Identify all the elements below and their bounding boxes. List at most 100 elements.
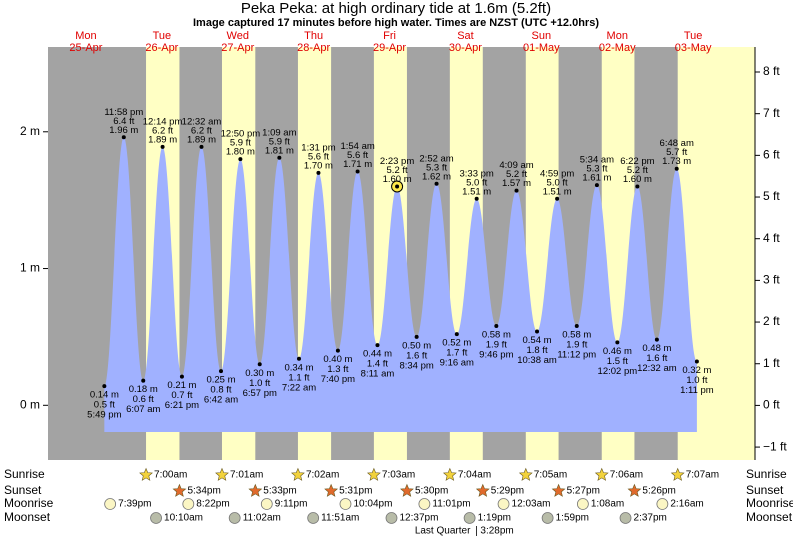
sunset-time: 5:31pm <box>339 486 372 497</box>
tide-label: 0.5 ft <box>94 400 115 411</box>
tide-label: 5:49 pm <box>87 410 121 421</box>
sunrise-time: 7:03am <box>382 470 415 481</box>
sunrise-icon <box>594 467 609 481</box>
tide-point <box>257 362 262 367</box>
moonrise-time: 12:03am <box>512 499 551 510</box>
tide-label: 1.51 m <box>462 186 491 197</box>
day-weekday: Wed <box>227 30 249 42</box>
tide-label: 5.9 ft <box>269 136 290 147</box>
tide-point <box>474 196 479 201</box>
y2-tick-label: 0 ft <box>763 398 780 412</box>
tide-label: 0.58 m <box>562 329 591 340</box>
moonset-time: 10:10am <box>164 513 203 524</box>
tide-label: 6.2 ft <box>152 125 173 136</box>
tide-label: 5.3 ft <box>426 162 447 173</box>
moonset-icon <box>463 512 476 524</box>
tide-label: 5.2 ft <box>387 165 408 176</box>
tide-label: 0.21 m <box>167 380 196 391</box>
tide-point <box>121 135 126 140</box>
y2-tick-label: 3 ft <box>763 273 780 287</box>
y2-tick-label: −1 ft <box>763 439 787 453</box>
tide-label: 1.1 ft <box>288 372 309 383</box>
moonrise-icon <box>104 498 117 510</box>
tide-label: 0.52 m <box>442 338 471 349</box>
tide-label: 0.8 ft <box>210 385 231 396</box>
sunrise-icon <box>291 467 305 481</box>
tide-label: 6:07 am <box>126 404 160 415</box>
tide-label: 1.3 ft <box>327 364 348 375</box>
tide-label: 6.4 ft <box>113 116 134 127</box>
tide-label: 1:54 am <box>340 141 374 152</box>
tide-label: 6:21 pm <box>165 400 199 411</box>
y2-tick-label: 2 ft <box>763 314 780 328</box>
tide-label: 1.0 ft <box>686 375 707 386</box>
sunset-icon <box>248 483 263 497</box>
tide-label: 1.89 m <box>187 134 216 145</box>
moonrise-time: 10:04pm <box>353 499 392 510</box>
tide-point <box>395 184 400 189</box>
tide-label: 1.8 ft <box>526 345 547 356</box>
tide-point <box>514 188 519 193</box>
tide-point <box>199 144 204 149</box>
sunrise-time: 7:02am <box>306 470 339 481</box>
day-weekday: Tue <box>684 30 703 42</box>
row-label-right: Moonrise <box>746 496 793 510</box>
sunrise-time: 7:04am <box>458 470 491 481</box>
tide-label: 12:50 pm <box>221 129 261 140</box>
day-date: 30-Apr <box>449 42 482 54</box>
tide-label: 4:09 am <box>499 160 533 171</box>
sunset-icon <box>400 483 414 497</box>
sunset-time: 5:34pm <box>187 486 220 497</box>
tide-label: 5.0 ft <box>466 177 487 188</box>
row-label-right: Sunrise <box>746 467 787 481</box>
moon-phase-name: Last Quarter <box>415 526 471 537</box>
tide-label: 12:02 pm <box>598 366 638 377</box>
tide-point <box>635 184 640 189</box>
tide-label: 3:33 pm <box>460 168 494 179</box>
tide-label: 0.14 m <box>90 390 119 401</box>
sunrise-time: 7:00am <box>154 470 187 481</box>
tide-point <box>218 369 223 374</box>
tide-point <box>574 323 579 328</box>
tide-label: 1.96 m <box>109 125 138 136</box>
tide-label: 1.73 m <box>662 156 691 167</box>
tide-label: 7:22 am <box>282 382 316 393</box>
tide-point <box>141 378 146 383</box>
tide-point <box>594 183 599 188</box>
moonrise-icon <box>418 498 431 510</box>
tide-point <box>238 157 243 162</box>
tide-point <box>694 359 699 364</box>
sunrise-icon <box>366 467 381 481</box>
sunrise-icon <box>215 467 229 481</box>
tide-point <box>555 196 560 201</box>
y2-tick-label: 5 ft <box>763 189 780 203</box>
tide-label: 5.0 ft <box>547 177 568 188</box>
day-date: 25-Apr <box>69 42 102 54</box>
tide-point <box>375 343 380 348</box>
moonrise-time: 8:22pm <box>196 499 229 510</box>
day-date: 28-Apr <box>297 42 330 54</box>
moonset-icon <box>150 512 162 524</box>
sunset-icon <box>551 483 566 497</box>
sunrise-icon <box>670 467 685 481</box>
sunrise-icon <box>518 467 533 481</box>
tide-label: 9:16 am <box>440 358 474 369</box>
tide-label: 5.2 ft <box>627 165 648 176</box>
sunset-icon <box>475 483 490 497</box>
y2-tick-label: 8 ft <box>763 64 780 78</box>
tide-label: 5.6 ft <box>308 151 329 162</box>
tide-label: 1.6 ft <box>646 353 667 364</box>
tide-point <box>296 356 301 361</box>
sunset-icon <box>627 483 642 497</box>
tide-point <box>494 323 499 328</box>
tide-point <box>414 334 419 339</box>
tide-label: 1.9 ft <box>486 339 507 350</box>
tide-label: 12:32 am <box>182 116 222 127</box>
row-label-right: Sunset <box>746 483 784 497</box>
row-label-right: Moonset <box>746 510 793 524</box>
sunrise-icon <box>442 467 457 481</box>
tide-label: 0.7 ft <box>171 390 192 401</box>
sunrise-icon <box>139 467 153 481</box>
day-weekday: Mon <box>75 30 96 42</box>
sunset-time: 5:30pm <box>415 486 448 497</box>
